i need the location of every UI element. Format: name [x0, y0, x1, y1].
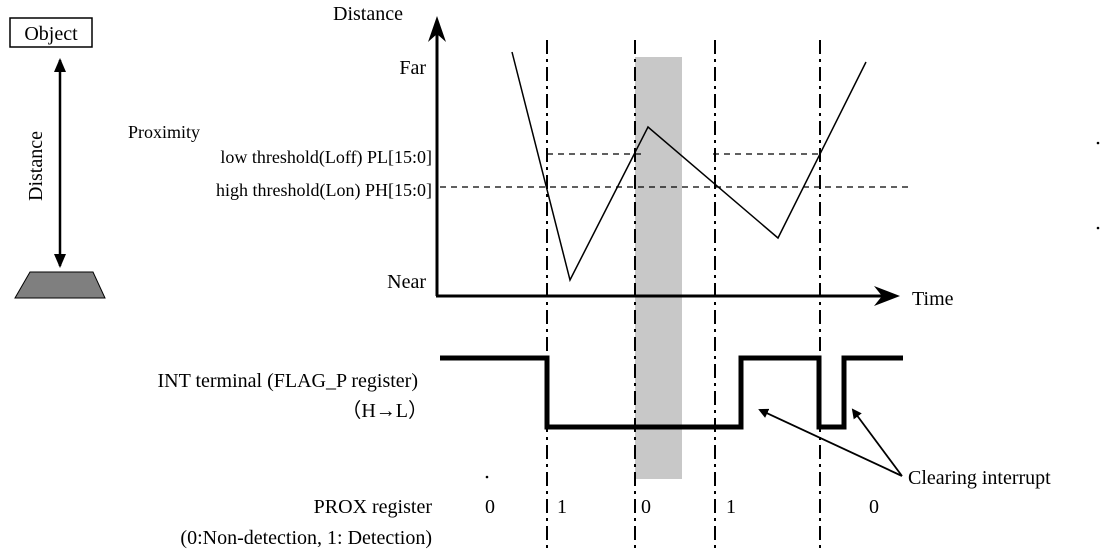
- int-waveform: [440, 355, 903, 430]
- prox-value: 0: [485, 496, 495, 518]
- y-axis-label: Distance: [333, 3, 403, 25]
- shaded-time-window: [635, 57, 682, 479]
- distance-double-arrow: [54, 58, 66, 268]
- threshold-lines: [440, 153, 910, 188]
- prox-value: 1: [726, 496, 736, 518]
- object-label: Object: [24, 23, 78, 45]
- far-label: Far: [399, 57, 426, 79]
- clearing-interrupt-label: Clearing interrupt: [908, 467, 1051, 489]
- low-threshold-label: low threshold(Loff) PL[15:0]: [220, 147, 432, 168]
- stray-dot: [1096, 141, 1100, 145]
- event-lines: [546, 40, 821, 553]
- int-sublabel: （H→L）: [341, 399, 428, 422]
- prox-value: 1: [557, 496, 567, 518]
- high-threshold-label: high threshold(Lon) PH[15:0]: [216, 180, 432, 201]
- stray-dot: [1096, 226, 1100, 230]
- sensor-base: [14, 271, 106, 299]
- object-box: Object: [9, 17, 93, 48]
- x-axis-arrow-icon: [874, 286, 900, 306]
- prox-register-sublabel: (0:Non-detection, 1: Detection): [180, 527, 432, 549]
- x-axis-label: Time: [912, 288, 954, 310]
- int-label: INT terminal (FLAG_P register): [158, 370, 419, 392]
- y-axis-arrow-icon: [428, 16, 446, 42]
- graph-axes: [428, 16, 900, 306]
- distance-label-vertical: Distance: [25, 131, 47, 201]
- near-label: Near: [387, 271, 426, 293]
- stray-dot: [485, 475, 489, 479]
- clearing-interrupt-arrows: [758, 408, 903, 477]
- distance-curve: [511, 51, 867, 283]
- prox-value: 0: [869, 496, 879, 518]
- prox-value: 0: [641, 496, 651, 518]
- prox-register-label: PROX register: [314, 496, 433, 518]
- proximity-label: Proximity: [128, 122, 200, 142]
